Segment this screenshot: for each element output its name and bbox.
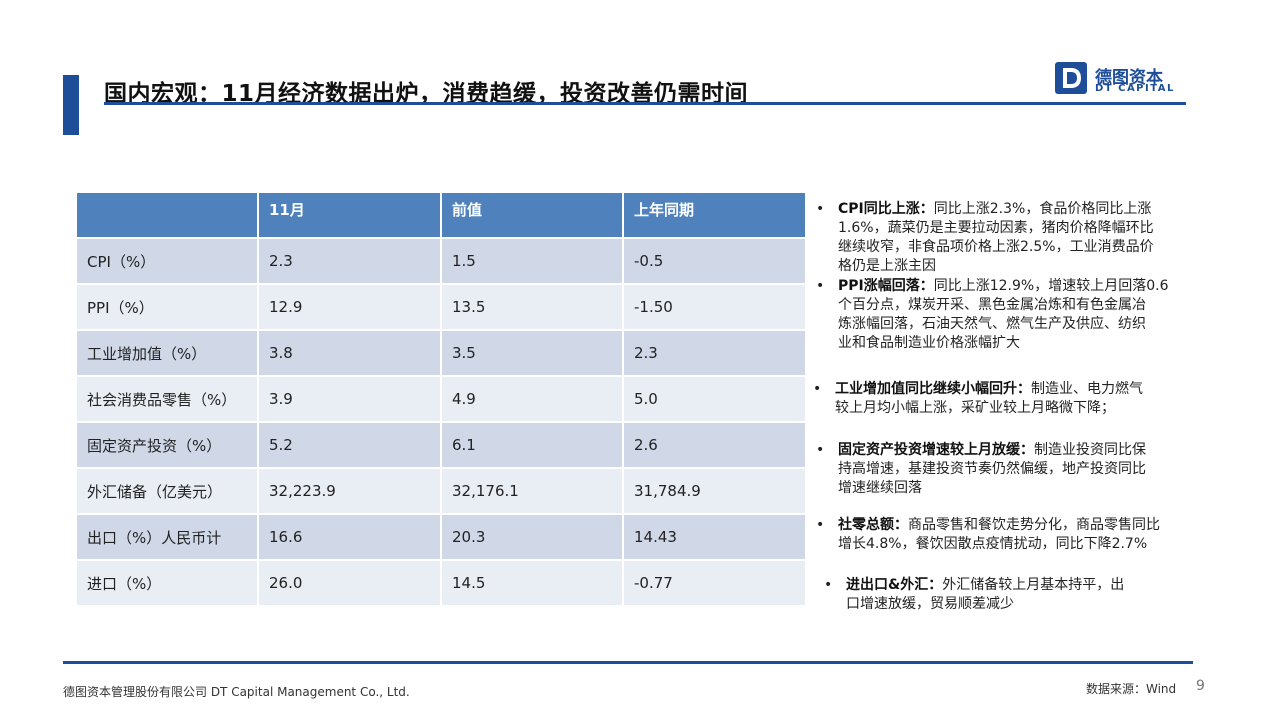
bullet-heading: 固定资产投资增速较上月放缓：	[838, 442, 1034, 458]
row-label: CPI（%）	[75, 237, 259, 285]
logo-name-cn: 德图资本	[1095, 68, 1163, 88]
logo-d-icon	[1055, 62, 1087, 94]
row-label: 进口（%）	[75, 559, 259, 607]
cell-current: 5.2	[257, 421, 442, 469]
bullet-text-line: 制造业投资同比保	[1034, 442, 1146, 458]
cell-current: 2.3	[257, 237, 442, 285]
page-number: 9	[1196, 678, 1205, 694]
cell-last-year: -1.50	[622, 283, 807, 331]
bullet-text-line: 外汇储备较上月基本持平，出	[942, 577, 1125, 593]
column-header-previous: 前值	[440, 191, 624, 239]
bullet-trade-fx: • 进出口&外汇：外汇储备较上月基本持平，出 口增速放缓，贸易顺差减少	[824, 576, 1216, 614]
bullet-text-line: 同比上涨2.3%，食品价格同比上涨	[933, 201, 1152, 217]
company-logo: 德图资本 DT CAPITAL	[1055, 62, 1185, 98]
bullet-industrial: • 工业增加值同比继续小幅回升：制造业、电力燃气 较上月均小幅上涨，采矿业较上月…	[813, 380, 1215, 418]
bullet-text-line: 同比上涨12.9%，增速较上月回落0.6	[933, 278, 1169, 294]
row-label: PPI（%）	[75, 283, 259, 331]
bullet-text-line: 业和食品制造业价格涨幅扩大	[838, 335, 1020, 351]
bullet-retail: • 社零总额：商品零售和餐饮走势分化，商品零售同比 增长4.8%，餐饮因散点疫情…	[816, 516, 1218, 554]
cell-previous: 32,176.1	[440, 467, 624, 515]
cell-current: 3.8	[257, 329, 442, 377]
row-label: 社会消费品零售（%）	[75, 375, 259, 423]
title-accent-bar	[63, 75, 79, 135]
cell-previous: 1.5	[440, 237, 624, 285]
bullet-text-line: 口增速放缓，贸易顺差减少	[846, 596, 1014, 612]
macro-data-table: 11月 前值 上年同期 CPI（%） 2.3 1.5 -0.5 PPI（%） 1…	[75, 191, 807, 607]
cell-previous: 13.5	[440, 283, 624, 331]
cell-last-year: -0.5	[622, 237, 807, 285]
cell-previous: 3.5	[440, 329, 624, 377]
bullet-dot: •	[816, 442, 825, 458]
bullet-ppi: • PPI涨幅回落：同比上涨12.9%，增速较上月回落0.6 个百分点，煤炭开采…	[816, 277, 1218, 353]
table-row: 工业增加值（%） 3.8 3.5 2.3	[75, 329, 807, 377]
column-header-current: 11月	[257, 191, 442, 239]
bullet-cpi: • CPI同比上涨：同比上涨2.3%，食品价格同比上涨 1.6%，蔬菜仍是主要拉…	[816, 200, 1218, 276]
cell-previous: 6.1	[440, 421, 624, 469]
cell-last-year: 14.43	[622, 513, 807, 561]
title-divider	[104, 102, 1186, 105]
table-row: 社会消费品零售（%） 3.9 4.9 5.0	[75, 375, 807, 423]
bullet-text-line: 1.6%，蔬菜仍是主要拉动因素，猪肉价格降幅环比	[838, 220, 1154, 236]
row-label: 工业增加值（%）	[75, 329, 259, 377]
bullet-dot: •	[816, 517, 825, 533]
bullet-heading: 工业增加值同比继续小幅回升：	[835, 381, 1031, 397]
footer-data-source: 数据来源：Wind	[1086, 682, 1177, 696]
cell-previous: 20.3	[440, 513, 624, 561]
cell-previous: 14.5	[440, 559, 624, 607]
table-row: 外汇储备（亿美元） 32,223.9 32,176.1 31,784.9	[75, 467, 807, 515]
cell-current: 12.9	[257, 283, 442, 331]
bullet-dot: •	[816, 278, 825, 294]
cell-current: 16.6	[257, 513, 442, 561]
row-label: 出口（%）人民币计	[75, 513, 259, 561]
table-header-row: 11月 前值 上年同期	[75, 191, 807, 239]
table-row: PPI（%） 12.9 13.5 -1.50	[75, 283, 807, 331]
cell-last-year: 31,784.9	[622, 467, 807, 515]
bullet-text-line: 格仍是上涨主因	[838, 258, 936, 274]
bullet-dot: •	[813, 381, 822, 397]
footer-company: 德图资本管理股份有限公司 DT Capital Management Co., …	[63, 685, 410, 699]
bullet-text-line: 增长4.8%，餐饮因散点疫情扰动，同比下降2.7%	[838, 536, 1148, 552]
bullet-heading: 社零总额：	[838, 517, 908, 533]
bullet-text-line: 继续收窄，非食品项价格上涨2.5%，工业消费品价	[838, 239, 1154, 255]
row-label: 固定资产投资（%）	[75, 421, 259, 469]
table-row: 固定资产投资（%） 5.2 6.1 2.6	[75, 421, 807, 469]
cell-current: 26.0	[257, 559, 442, 607]
cell-previous: 4.9	[440, 375, 624, 423]
bullet-text-line: 炼涨幅回落，石油天然气、燃气生产及供应、纺织	[838, 316, 1146, 332]
cell-last-year: 2.6	[622, 421, 807, 469]
bullet-dot: •	[816, 201, 825, 217]
column-header	[75, 191, 259, 239]
bullet-heading: PPI涨幅回落：	[838, 278, 934, 294]
bullet-fixed-investment: • 固定资产投资增速较上月放缓：制造业投资同比保 持高增速，基建投资节奏仍然偏缓…	[816, 441, 1218, 498]
table-row: 出口（%）人民币计 16.6 20.3 14.43	[75, 513, 807, 561]
cell-last-year: 5.0	[622, 375, 807, 423]
bullet-heading: 进出口&外汇：	[846, 577, 943, 593]
cell-last-year: 2.3	[622, 329, 807, 377]
table-row: CPI（%） 2.3 1.5 -0.5	[75, 237, 807, 285]
table-row: 进口（%） 26.0 14.5 -0.77	[75, 559, 807, 607]
logo-name-en: DT CAPITAL	[1095, 83, 1175, 94]
bullet-text-line: 增速继续回落	[838, 480, 922, 496]
footer-divider	[63, 661, 1193, 664]
column-header-last-year: 上年同期	[622, 191, 807, 239]
bullet-text-line: 个百分点，煤炭开采、黑色金属冶炼和有色金属冶	[838, 297, 1146, 313]
cell-current: 32,223.9	[257, 467, 442, 515]
bullet-heading: CPI同比上涨：	[838, 201, 934, 217]
cell-last-year: -0.77	[622, 559, 807, 607]
bullet-text-line: 商品零售和餐饮走势分化，商品零售同比	[908, 517, 1160, 533]
bullet-text-line: 持高增速，基建投资节奏仍然偏缓，地产投资同比	[838, 461, 1146, 477]
row-label: 外汇储备（亿美元）	[75, 467, 259, 515]
cell-current: 3.9	[257, 375, 442, 423]
bullet-text-line: 较上月均小幅上涨，采矿业较上月略微下降；	[835, 400, 1115, 416]
bullet-text-line: 制造业、电力燃气	[1031, 381, 1143, 397]
bullet-dot: •	[824, 577, 833, 593]
